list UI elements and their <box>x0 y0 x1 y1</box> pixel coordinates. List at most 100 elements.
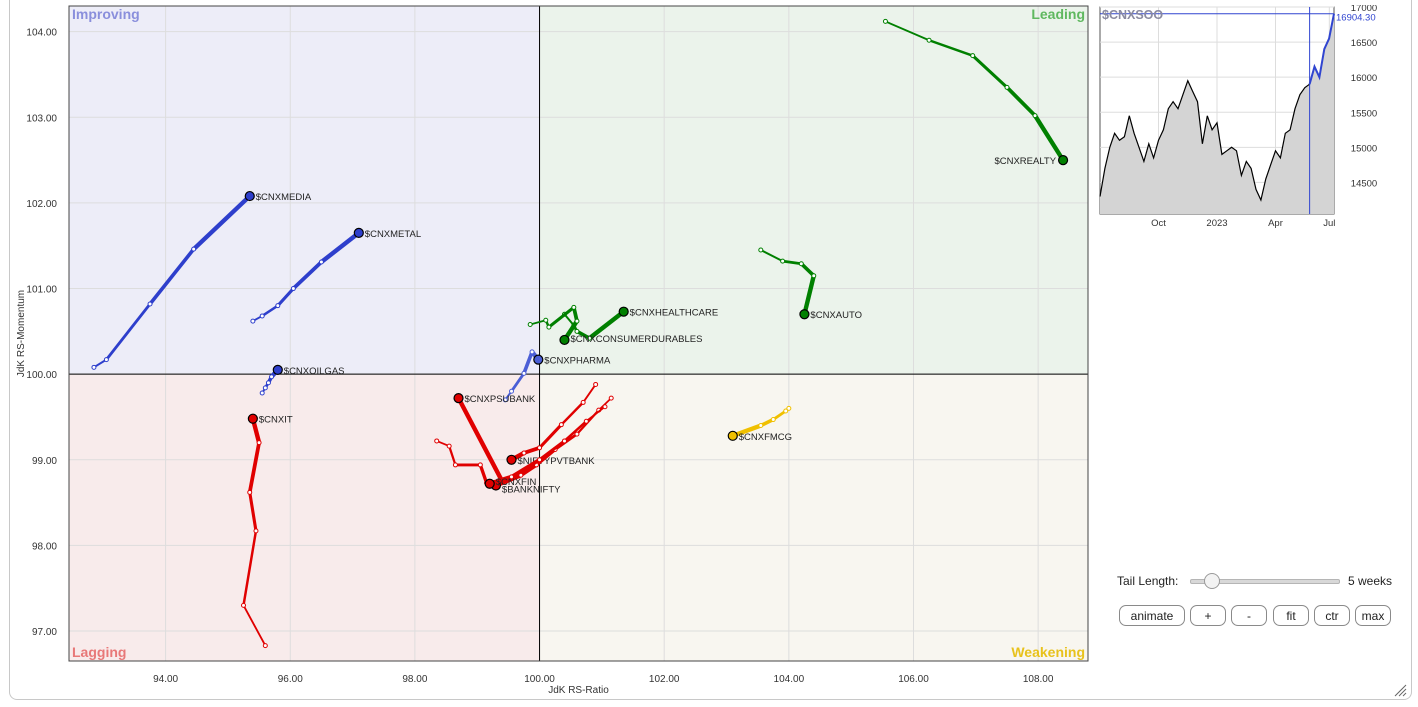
tail-point-cnxfmcg <box>770 417 776 423</box>
head-point-niftypvtbank <box>506 454 517 465</box>
tail-point-niftypvtbank <box>537 445 543 451</box>
center-button[interactable]: ctr <box>1314 605 1350 626</box>
tail-segment-cnxmetal <box>276 286 295 308</box>
mini-price-line <box>1099 79 1310 202</box>
tail-segment-cnxmetal <box>260 304 280 318</box>
y-tick-label: 102.00 <box>26 199 57 210</box>
tail-segment-cnxit <box>248 490 258 533</box>
animate-button[interactable]: animate <box>1119 605 1185 626</box>
fit-button[interactable]: fit <box>1273 605 1309 626</box>
mini-last-value-label: 16904.30 <box>1336 13 1376 24</box>
tail-point-cnxfin <box>583 418 589 424</box>
series-label-cnxfmcg: $CNXFMCG <box>739 432 792 443</box>
tail-point-cnxmetal <box>318 259 324 265</box>
series-label-cnxauto: $CNXAUTO <box>810 310 862 321</box>
slider-track[interactable] <box>1190 579 1340 584</box>
tail-point-niftypvtbank <box>558 422 564 428</box>
head-point-cnxfmcg <box>727 430 738 441</box>
tail-point-cnxit <box>262 643 268 649</box>
quadrant-label-improving: Improving <box>72 6 140 22</box>
series-label-cnxit: $CNXIT <box>259 415 293 426</box>
series-label-cnxrealty: $CNXREALTY <box>994 156 1056 167</box>
series-label-cnxfin: $CNXFIN <box>496 477 537 488</box>
tail-point-cnxrealty <box>882 18 888 24</box>
tail-point-cnxrealty <box>1032 113 1038 119</box>
max-button[interactable]: max <box>1355 605 1391 626</box>
quadrant-label-weakening: Weakening <box>1011 644 1085 660</box>
tail-segment-niftypvtbank <box>582 383 597 404</box>
tail-point-banknifty <box>574 431 580 437</box>
tail-segment-cnxconsumerdurables <box>529 319 547 326</box>
x-tick-label: 104.00 <box>774 674 805 685</box>
tail-point-cnxrealty <box>1004 84 1010 90</box>
tail-point-cnxoilgas <box>262 385 268 391</box>
tail-length-slider[interactable] <box>1190 573 1340 589</box>
head-point-cnxit <box>247 413 258 424</box>
tail-point-cnxpsubank <box>477 462 483 468</box>
tail-segment-cnxfin <box>563 420 588 443</box>
tail-point-cnxit <box>256 440 262 446</box>
quadrant-leading <box>539 6 1088 375</box>
y-tick-label: 104.00 <box>26 28 57 39</box>
x-tick-label: 106.00 <box>898 674 929 685</box>
x-tick-label: 100.00 <box>524 674 555 685</box>
tail-point-cnxfin <box>537 457 543 463</box>
tail-point-cnxoilgas <box>269 374 275 380</box>
tail-point-cnxpsubank <box>452 462 458 468</box>
x-tick-label: 108.00 <box>1023 674 1054 685</box>
tail-segment-cnxrealty <box>884 20 930 42</box>
mini-area-fill <box>1100 13 1334 215</box>
tail-point-cnxfmcg <box>786 405 792 411</box>
tail-segment-cnxconsumerdurables <box>547 305 576 329</box>
tail-point-cnxit <box>253 528 259 534</box>
series-label-cnxmetal: $CNXMETAL <box>365 229 421 240</box>
mini-y-tick-label: 15000 <box>1351 143 1377 154</box>
tail-segment-cnxrealty <box>1032 113 1066 163</box>
head-point-cnxmetal <box>353 227 364 238</box>
tail-point-cnxfmcg <box>758 423 764 429</box>
tail-point-cnxfin <box>509 474 515 480</box>
series-label-cnxpsubank: $CNXPSUBANK <box>465 394 536 405</box>
tail-point-cnxit <box>247 489 253 495</box>
head-point-cnxfin <box>484 478 495 489</box>
tail-point-cnxauto <box>780 258 786 264</box>
tail-point-cnxfmcg <box>783 408 789 414</box>
series-label-cnxconsumerdurables: $CNXCONSUMERDURABLES <box>570 334 702 345</box>
tail-segment-cnxpharma <box>510 371 526 393</box>
tail-point-cnxpsubank <box>446 443 452 449</box>
tail-point-cnxconsumerdurables <box>574 318 580 324</box>
tail-point-cnxpharma <box>521 370 527 376</box>
x-tick-label: 96.00 <box>278 674 303 685</box>
tail-segment-niftypvtbank <box>537 423 563 450</box>
x-tick-label: 94.00 <box>153 674 178 685</box>
tail-segment-cnxmetal <box>291 260 324 291</box>
resize-grip-icon[interactable] <box>1393 683 1407 697</box>
y-tick-label: 100.00 <box>26 370 57 381</box>
tail-point-cnxoilgas <box>259 390 265 396</box>
series-label-cnxoilgas: $CNXOILGAS <box>284 366 345 377</box>
head-point-cnxoilgas <box>272 364 283 375</box>
series-label-niftypvtbank: $NIFTYPVTBANK <box>518 456 596 467</box>
tail-point-cnxhealthcare <box>574 328 580 334</box>
mini-x-tick-label: Jul <box>1323 218 1335 229</box>
tail-segment-cnxrealty <box>1005 85 1037 118</box>
series-label-cnxpharma: $CNXPHARMA <box>544 356 611 367</box>
chart-frame <box>9 0 1412 700</box>
tail-segment-cnxhealthcare <box>587 309 626 341</box>
tail-point-cnxhealthcare <box>586 335 592 341</box>
head-point-cnxmedia <box>244 190 255 202</box>
mini-y-tick-label: 16000 <box>1351 73 1377 84</box>
zoom-in-button[interactable]: + <box>1190 605 1226 626</box>
tail-point-cnxfin <box>561 438 567 444</box>
tail-segment-cnxfin <box>509 457 542 479</box>
zoom-out-button[interactable]: - <box>1231 605 1267 626</box>
benchmark-name: $CNXSOO <box>1102 8 1163 22</box>
series-label-banknifty: $BANKNIFTY <box>502 484 561 495</box>
slider-thumb[interactable] <box>1203 573 1220 589</box>
quadrant-label-leading: Leading <box>1031 6 1085 22</box>
tail-point-cnxpharma <box>529 349 535 355</box>
plot-border <box>68 5 1089 662</box>
tail-point-cnxconsumerdurables <box>543 317 549 323</box>
tail-segment-cnxpharma <box>522 350 534 376</box>
x-tick-label: 98.00 <box>402 674 427 685</box>
